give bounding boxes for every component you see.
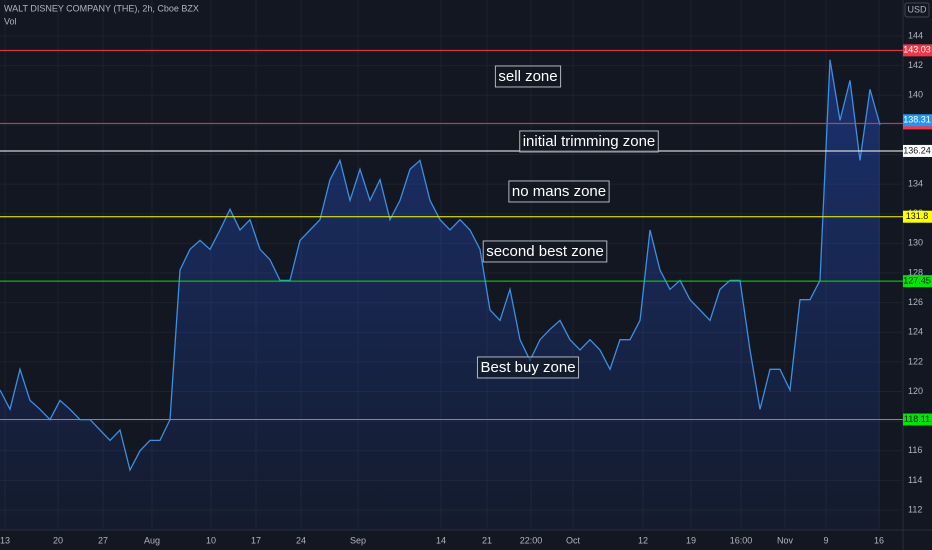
y-tick-label: 120 [908,386,923,396]
zone-note-box [519,130,659,153]
zone-note: second best zone [486,243,604,260]
y-tick-label: 116 [908,445,922,455]
y-tick-label: 128 [908,267,923,277]
chart-title: WALT DISNEY COMPANY (THE), 2h, Cboe BZX [4,3,199,13]
zone-note-box [494,65,562,88]
level-label: 143.03 [903,45,931,55]
y-tick-label: 114 [908,475,922,485]
zone-note: initial trimming zone [523,133,656,150]
zone-note: Best buy zone [480,359,575,376]
x-tick-label: 21 [482,535,492,545]
x-tick-label: 17 [251,535,261,545]
level-label-box [903,210,932,223]
y-tick-label: 130 [908,238,923,248]
level-label: 127.45 [903,276,931,286]
y-tick-label: 142 [908,60,923,70]
level-label-box [903,44,932,57]
x-tick-label: 19 [686,535,696,545]
y-tick-label: 126 [908,297,923,307]
zone-note: sell zone [498,68,557,85]
plot [0,49,903,530]
zone-note-box [482,240,608,263]
x-tick-label: Sep [350,535,366,545]
x-tick-label: 16 [874,535,884,545]
last-price-label: 138.31 [903,115,931,125]
y-tick-label: 140 [908,90,923,100]
y-tick-label: 134 [908,178,923,188]
zone-note-box [476,356,580,379]
x-tick-label: 16:00 [730,535,753,545]
area-fill [0,59,880,530]
level-label: 118.11 [904,414,930,424]
level-label-box [903,144,932,157]
y-tick-label: 144 [908,30,923,40]
level-label-box [903,275,932,288]
x-tick-label: 13 [0,535,10,545]
last-price-box [903,114,932,127]
x-tick-label: 14 [436,535,446,545]
currency[interactable]: USD [907,4,927,14]
currency-box[interactable] [904,2,930,18]
x-tick-label: Aug [144,535,160,545]
price-line [0,59,881,472]
level-label: 136.24 [903,145,931,155]
x-tick-label: 22:00 [520,535,543,545]
x-tick-label: 9 [823,535,828,545]
x-tick-label: Nov [777,535,794,545]
y-tick-label: 124 [908,327,923,337]
volume-label: Vol [4,16,17,26]
level-label-box [903,413,932,426]
x-tick-label: 10 [206,535,216,545]
level-label: 131.8 [906,211,929,221]
zone-note-box [508,180,610,203]
x-tick-label: 27 [98,535,108,545]
x-tick-label: 20 [53,535,63,545]
y-tick-label: 122 [908,356,923,366]
x-tick-label: 12 [638,535,648,545]
zone-note: no mans zone [512,183,606,200]
x-tick-label: 24 [296,535,306,545]
axes: 1121141161181201221241261281301321341361… [0,30,932,545]
y-tick-label: 112 [908,504,922,514]
x-tick-label: Oct [566,535,581,545]
